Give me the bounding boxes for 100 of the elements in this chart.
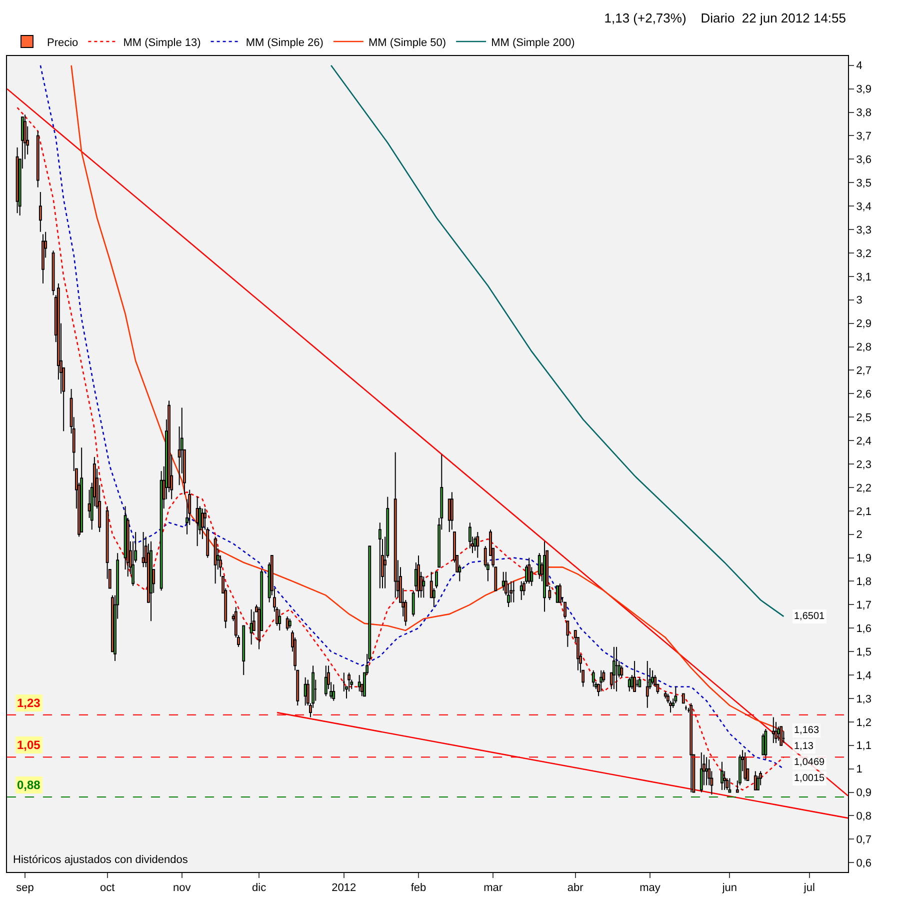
candlestick [710,770,714,796]
candlestick [720,761,724,790]
x-tick-label: abr [567,882,584,894]
candlestick [723,770,726,790]
candlestick [726,778,729,790]
y-tick-label: 0,9 [856,787,872,800]
candlestick [150,540,152,622]
candlestick [646,660,649,708]
y-tick-label: 3,2 [856,248,872,260]
candlestick [134,532,138,563]
y-tick-label: 1,5 [856,646,872,658]
candlestick [358,674,361,692]
candlestick [700,752,703,793]
candlestick [36,130,40,188]
y-tick-label: 3,9 [856,84,872,96]
y-tick-label: 2,6 [856,388,872,401]
x-tick-label: may [640,882,661,894]
candlestick [530,566,534,586]
candlestick [378,522,382,589]
y-tick-label: 1,4 [856,670,872,682]
candlestick [528,557,531,584]
chart-title: 1,13 (+2,73%) Diario 22 jun 2012 14:55 [604,10,846,26]
x-tick-label: mar [484,882,503,894]
x-tick-label: jul [802,882,815,894]
annotation: 1,0469 [794,757,826,768]
legend-label: MM (Simple 50) [368,36,446,49]
candlestick [394,452,397,598]
candlestick [543,540,546,612]
y-tick-label: 1 [856,764,862,776]
y-tick-label: 0,6 [856,857,872,870]
y-tick-label: 1,9 [856,552,872,565]
y-tick-label: 0,7 [856,834,872,846]
y-tick-label: 3,5 [856,177,872,190]
candlestick [507,583,510,608]
candlestick [278,608,282,631]
candlestick [690,702,693,793]
candlestick [250,608,253,646]
candlestick [214,536,217,584]
y-tick-label: 1,1 [856,740,872,752]
candlestick [450,492,454,530]
x-tick-label: sep [16,882,34,894]
legend-label: MM (Simple 26) [246,36,324,49]
legend-label: MM (Simple 200) [491,36,575,49]
y-tick-label: 0,8 [856,810,872,823]
annotation: Históricos ajustados con dividendos [13,854,188,866]
y-tick-label: 2,9 [856,318,872,330]
x-tick-label: 2012 [332,882,356,894]
x-tick-label: feb [410,882,426,894]
candlestick [538,552,541,580]
candlestick [38,192,42,232]
y-tick-label: 2,8 [856,342,872,354]
candlestick [620,665,624,678]
y-tick-label: 1,6 [856,622,872,635]
y-tick-label: 4 [856,60,862,72]
candlestick [126,517,130,578]
annotation: 1,6501 [794,611,826,622]
candlestick [502,571,505,592]
candlestick [52,250,55,296]
annotation: 1,0015 [794,773,826,784]
candlestick [42,234,44,284]
candlestick [412,590,415,617]
ref-line-label: 0,88 [17,778,41,792]
annotation: 1,13 [794,741,814,752]
y-tick-label: 3,6 [856,154,872,166]
candlestick [422,576,426,598]
y-tick-label: 1,7 [856,600,872,612]
annotation: 1,163 [794,725,820,736]
ref-line-label: 1,05 [17,738,41,752]
y-tick-label: 3,3 [856,224,872,236]
legend-label: Precio [47,36,78,49]
candlestick [417,554,420,598]
y-tick-label: 2,2 [856,482,872,494]
y-tick-label: 3,1 [856,271,872,284]
candlestick [774,721,778,744]
legend-label: MM (Simple 13) [123,36,201,49]
y-tick-label: 2,4 [856,435,872,448]
candlestick [386,496,390,558]
candlestick [510,580,513,603]
y-tick-label: 1,2 [856,716,872,729]
x-tick-label: oct [100,882,115,894]
line-series [330,64,784,618]
y-tick-label: 3 [856,294,862,307]
y-tick-label: 3,4 [856,200,872,213]
y-tick-label: 1,8 [856,576,872,588]
x-tick-label: jun [721,882,738,894]
ref-line-label: 1,23 [17,696,41,710]
y-tick-label: 2,5 [856,412,872,424]
candlestick [612,646,616,690]
candlestick [708,758,711,786]
y-tick-label: 1,3 [856,693,872,706]
candlestick [332,684,336,702]
candlestick [201,508,204,540]
x-tick-label: nov [173,882,192,894]
candlestick [468,522,472,549]
y-tick-label: 3,7 [856,130,872,143]
x-tick-label: dic [252,882,267,894]
y-tick-label: 2,7 [856,365,872,378]
y-tick-label: 2,3 [856,458,872,471]
candlestick [476,532,480,558]
candlestick [672,698,675,708]
